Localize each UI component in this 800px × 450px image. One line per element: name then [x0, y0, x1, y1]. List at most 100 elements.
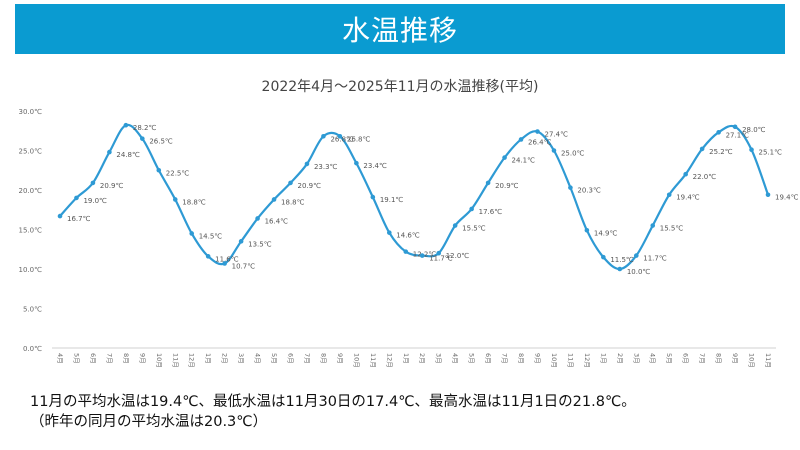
data-point [650, 223, 656, 228]
data-point [452, 223, 458, 228]
x-tick-label: 2月 [418, 353, 426, 364]
x-tick-label: 1月 [402, 353, 410, 364]
data-point [140, 136, 145, 141]
data-label: 11.5℃ [610, 256, 634, 264]
data-point [568, 185, 573, 190]
x-tick-label: 6月 [89, 353, 97, 364]
x-tick-label: 5月 [270, 353, 278, 364]
data-label: 26.8℃ [347, 135, 371, 143]
data-point [617, 266, 623, 272]
y-tick-label: 5.0℃ [23, 306, 42, 314]
data-point [222, 261, 227, 266]
data-point [551, 148, 557, 153]
x-tick-label: 6月 [682, 353, 690, 364]
data-label: 22.0℃ [693, 173, 717, 181]
data-label: 20.9℃ [298, 182, 322, 190]
summary-text: 11月の平均水温は19.4℃、最低水温は11月30日の17.4℃、最高水温は11… [30, 392, 636, 432]
data-label: 16.7℃ [67, 215, 91, 223]
data-label: 18.8℃ [281, 198, 305, 206]
data-point [57, 213, 63, 219]
data-label: 24.1℃ [512, 157, 536, 165]
x-tick-label: 2月 [221, 353, 229, 364]
x-tick-label: 7月 [105, 353, 113, 364]
data-label: 27.1℃ [726, 131, 750, 139]
x-tick-label: 10月 [550, 353, 558, 368]
data-label: 11.6℃ [215, 255, 239, 263]
data-point [288, 180, 293, 186]
data-point [189, 231, 195, 236]
x-tick-label: 3月 [237, 353, 245, 364]
x-tick-label: 11月 [369, 353, 377, 368]
y-tick-label: 25.0℃ [19, 148, 43, 156]
title-banner: 水温推移 [15, 4, 785, 54]
data-point [271, 197, 277, 202]
x-tick-label: 10月 [155, 353, 163, 368]
data-label: 25.0℃ [561, 150, 585, 158]
data-label: 20.9℃ [100, 182, 124, 190]
data-point [666, 192, 672, 198]
data-point [337, 133, 343, 139]
x-tick-label: 11月 [764, 353, 772, 368]
data-label: 11.7℃ [429, 255, 453, 263]
data-label: 10.0℃ [627, 268, 651, 276]
data-label: 10.7℃ [232, 262, 256, 270]
x-tick-label: 8月 [715, 353, 723, 364]
x-tick-label: 4月 [56, 353, 64, 364]
x-tick-label: 10月 [352, 353, 360, 368]
x-tick-label: 3月 [632, 353, 640, 364]
x-tick-label: 3月 [435, 353, 443, 364]
data-point [370, 194, 376, 200]
data-point [436, 250, 441, 256]
x-tick-label: 4月 [451, 353, 459, 364]
data-point [123, 122, 129, 128]
data-point [699, 146, 705, 152]
x-tick-label: 6月 [484, 353, 492, 364]
x-tick-label: 7月 [698, 353, 706, 364]
data-label: 20.9℃ [495, 182, 519, 190]
x-tick-label: 6月 [287, 353, 295, 364]
x-tick-label: 9月 [138, 353, 146, 364]
data-label: 14.5℃ [199, 232, 223, 240]
chart-title: 2022年4月～2025年11月の水温推移(平均) [261, 79, 539, 95]
data-point [172, 197, 178, 202]
page-title: 水温推移 [341, 14, 458, 47]
x-tick-label: 1月 [204, 353, 212, 364]
data-point [354, 160, 359, 166]
data-label: 18.8℃ [182, 198, 206, 206]
data-point [749, 147, 754, 153]
data-label: 11.7℃ [643, 255, 667, 263]
data-point [205, 254, 211, 259]
data-label: 19.0℃ [83, 197, 107, 205]
data-point [584, 227, 590, 233]
data-point [535, 129, 540, 134]
y-tick-label: 15.0℃ [19, 227, 43, 235]
x-tick-label: 8月 [517, 353, 525, 364]
data-point [387, 230, 392, 235]
data-label: 12.0℃ [446, 252, 470, 260]
x-tick-label: 8月 [319, 353, 327, 364]
x-tick-label: 12月 [385, 353, 393, 368]
data-point [304, 161, 310, 167]
data-point [469, 206, 474, 212]
data-point [765, 192, 771, 198]
x-tick-label: 12月 [188, 353, 196, 368]
data-label: 26.4℃ [528, 138, 552, 146]
data-label: 19.4℃ [775, 194, 799, 202]
data-point [156, 167, 162, 173]
x-tick-label: 4月 [254, 353, 262, 364]
data-point [238, 239, 244, 244]
x-tick-label: 4月 [649, 353, 657, 364]
data-label: 28.2℃ [133, 124, 157, 132]
y-tick-label: 30.0℃ [19, 108, 43, 116]
data-label: 27.4℃ [544, 131, 568, 139]
data-point [90, 180, 96, 186]
data-label: 25.1℃ [759, 149, 783, 157]
data-label: 14.9℃ [594, 229, 618, 237]
x-tick-label: 8月 [122, 353, 130, 364]
data-point [732, 124, 738, 130]
x-tick-label: 11月 [171, 353, 179, 368]
data-label: 28.0℃ [742, 126, 766, 134]
data-point [633, 253, 639, 258]
data-point [683, 171, 688, 177]
